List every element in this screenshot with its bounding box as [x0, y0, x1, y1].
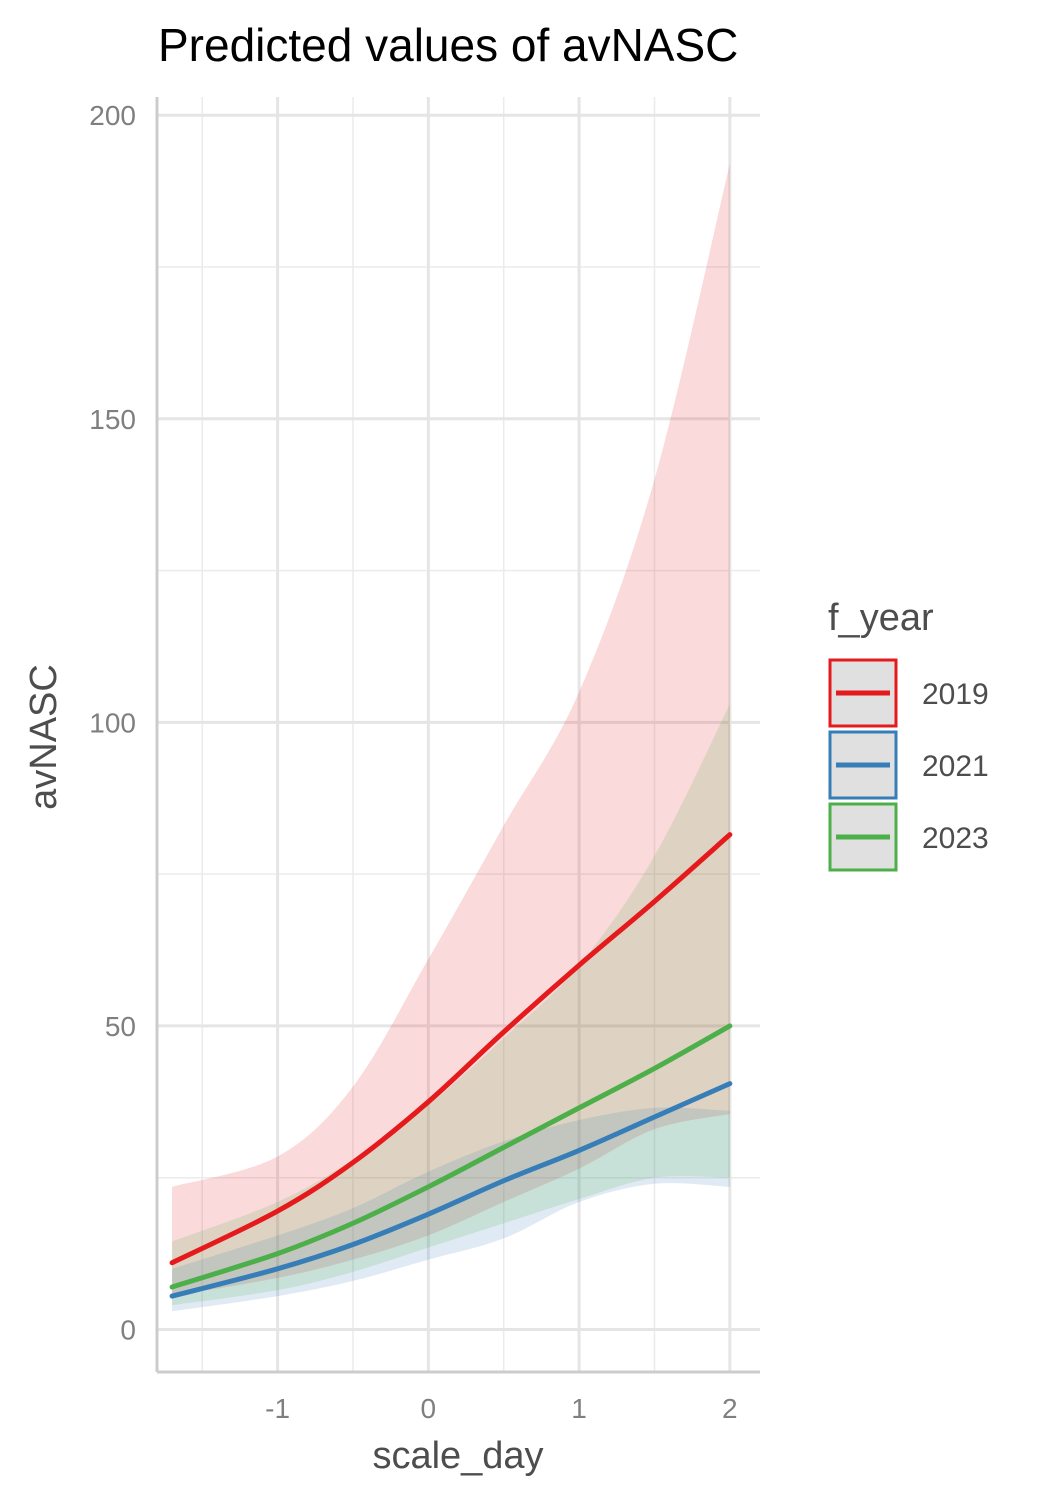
- y-tick-label: 50: [105, 1011, 136, 1042]
- x-tick-label: 1: [571, 1393, 587, 1424]
- y-tick-label: 100: [89, 707, 136, 738]
- chart-title: Predicted values of avNASC: [158, 19, 738, 71]
- y-tick-label: 150: [89, 404, 136, 435]
- x-tick-label: 0: [421, 1393, 437, 1424]
- line-2023: [169, 1023, 733, 1290]
- axes: [155, 97, 760, 1374]
- legend-item-2019: 2019: [828, 658, 989, 728]
- y-tick-label: 200: [89, 100, 136, 131]
- minor-gridlines: [157, 97, 760, 1372]
- line-2021: [169, 1081, 733, 1299]
- confidence-ribbons: [172, 163, 730, 1312]
- y-tick-label: 0: [120, 1315, 136, 1346]
- ribbon-2019: [172, 163, 730, 1297]
- legend-label: 2019: [922, 678, 989, 711]
- legend-title: f_year: [828, 597, 934, 639]
- x-tick-label: 2: [722, 1393, 738, 1424]
- x-tick-label: -1: [265, 1393, 290, 1424]
- y-axis-title: avNASC: [23, 664, 65, 810]
- x-axis-title: scale_day: [372, 1435, 543, 1477]
- legend-item-2023: 2023: [828, 802, 989, 872]
- series-lines: [169, 832, 733, 1299]
- line-2019: [169, 832, 733, 1266]
- legend-label: 2023: [922, 822, 989, 855]
- legend-label: 2021: [922, 750, 989, 783]
- legend: f_year 2019 2021 2023: [828, 597, 989, 872]
- legend-item-2021: 2021: [828, 730, 989, 800]
- tick-labels: -1 0 1 2 0 50 100 150 200: [89, 100, 737, 1424]
- ribbon-2023: [172, 704, 730, 1306]
- major-gridlines: [157, 97, 760, 1372]
